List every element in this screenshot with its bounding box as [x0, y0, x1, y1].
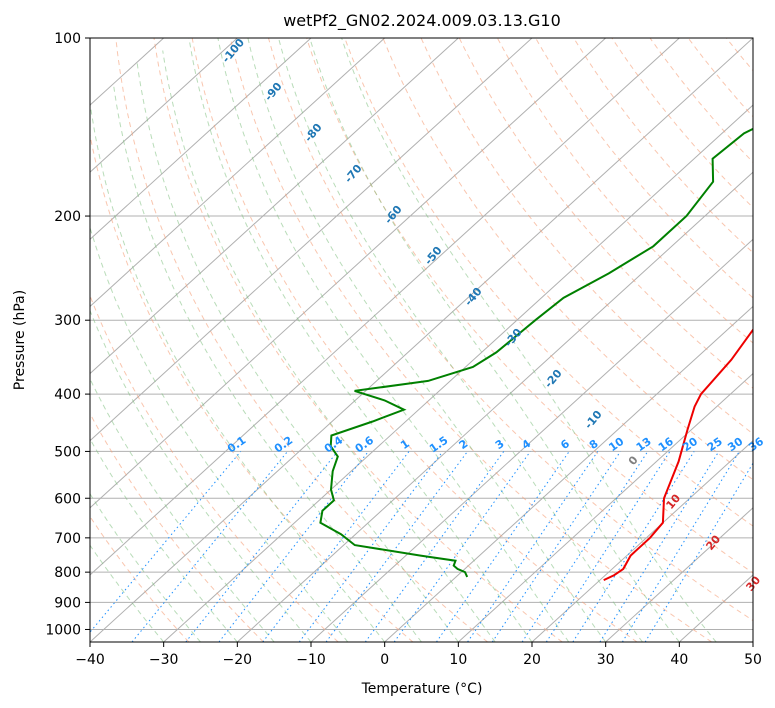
- moist-adiabat: [188, 38, 533, 642]
- mixing-ratio-line: [364, 451, 505, 642]
- mixing-ratio-line: [90, 451, 242, 633]
- y-tick-label: 400: [54, 387, 81, 403]
- isotherm-gridline: [457, 372, 753, 642]
- mixing-ratio-line: [521, 451, 649, 642]
- isotherm-gridline: [605, 507, 753, 642]
- isotherm-gridline: [531, 439, 753, 642]
- isotherm-gridline: [90, 38, 753, 642]
- isotherm-gridline: [90, 38, 386, 308]
- mixing-ratio-line: [393, 451, 531, 642]
- x-tick-label: −40: [75, 652, 105, 668]
- mixing-ratio-line: [298, 451, 444, 642]
- moist-adiabat: [90, 105, 386, 642]
- isotherm-gridline: [384, 305, 753, 642]
- y-axis-label: Pressure (hPa): [12, 290, 28, 390]
- dry-adiabat: [420, 38, 753, 435]
- isotherm-gridline: [90, 38, 312, 241]
- data-series: [319, 127, 753, 582]
- dry-adiabat: [191, 38, 638, 642]
- mixing-ratio-line: [185, 451, 338, 642]
- temperature-profile: [603, 328, 753, 582]
- x-tick-label: −20: [223, 652, 253, 668]
- plot-frame: [89, 37, 754, 643]
- dry-adiabat: [268, 38, 753, 622]
- mixing-ratio-line: [436, 451, 570, 642]
- dry-adiabat: [344, 38, 753, 527]
- dry-adiabat: [306, 38, 753, 574]
- isotherm-gridline: [236, 171, 753, 642]
- isotherm-gridline: [310, 238, 753, 642]
- dry-adiabat: [90, 132, 414, 642]
- isotherm-gridline: [163, 104, 753, 642]
- dry-adiabat: [229, 38, 712, 642]
- dry-adiabat: [573, 38, 753, 254]
- isotherm-gridline: [90, 38, 238, 173]
- moist-adiabat: [90, 225, 349, 642]
- y-tick-label: 600: [54, 491, 81, 507]
- axes: −40 −30 −20 −10 0 10 20 30 40 50 1000 900 800 700 600 5…: [45, 31, 762, 668]
- y-tick-label: 1000: [45, 622, 81, 638]
- mixing-ratio-line: [131, 451, 288, 642]
- moist-adiabat: [90, 492, 201, 642]
- dry-adiabat: [535, 38, 753, 299]
- y-tick-label: 300: [54, 313, 81, 329]
- moist-adiabat: [90, 437, 238, 642]
- x-axis-label: Temperature (°C): [361, 681, 483, 697]
- isotherm-gridline: [90, 38, 680, 576]
- x-tick-label: 40: [670, 652, 688, 668]
- isotherm-gridline: [90, 38, 607, 509]
- moist-adiabat: [136, 62, 459, 642]
- dewpoint-profile: [319, 127, 753, 578]
- x-tick-label: 0: [380, 652, 389, 668]
- dry-adiabat: [90, 412, 264, 642]
- y-tick-label: 700: [54, 531, 81, 547]
- y-tick-label: 100: [54, 31, 81, 47]
- isotherm-gridline: [90, 38, 533, 442]
- dry-adiabat: [90, 294, 339, 642]
- mixing-ratio-line: [599, 451, 720, 642]
- y-tick-label: 500: [54, 444, 81, 460]
- moist-adiabat: [90, 309, 312, 642]
- x-tick-label: −30: [149, 652, 179, 668]
- dry-adiabat: [611, 38, 753, 209]
- x-tick-label: 50: [744, 652, 762, 668]
- y-tick-label: 900: [54, 595, 81, 611]
- x-tick-label: 20: [523, 652, 541, 668]
- dry-adiabat: [153, 38, 563, 642]
- y-tick-label: 800: [54, 565, 81, 581]
- y-tick-label: 200: [54, 209, 81, 225]
- dry-adiabat: [115, 38, 488, 642]
- moist-adiabat: [341, 38, 717, 642]
- mixing-ratio-line: [621, 451, 740, 642]
- moist-adiabat: [113, 84, 422, 642]
- moist-adiabat: [217, 38, 570, 642]
- dry-adiabat: [649, 38, 753, 164]
- dry-adiabat: [382, 38, 753, 481]
- x-tick-label: 30: [597, 652, 615, 668]
- moist-adiabat: [90, 544, 165, 642]
- chart-title: wetPf2_GN02.2024.009.03.13.G10: [283, 11, 561, 31]
- mixing-ratio-line: [572, 451, 695, 642]
- mixing-ratio-line: [545, 451, 671, 642]
- dry-adiabat: [90, 515, 190, 642]
- x-tick-label: 10: [449, 652, 467, 668]
- mixing-ratio-line: [644, 462, 753, 642]
- x-tick-label: −10: [296, 652, 326, 668]
- gridlines: [90, 38, 753, 642]
